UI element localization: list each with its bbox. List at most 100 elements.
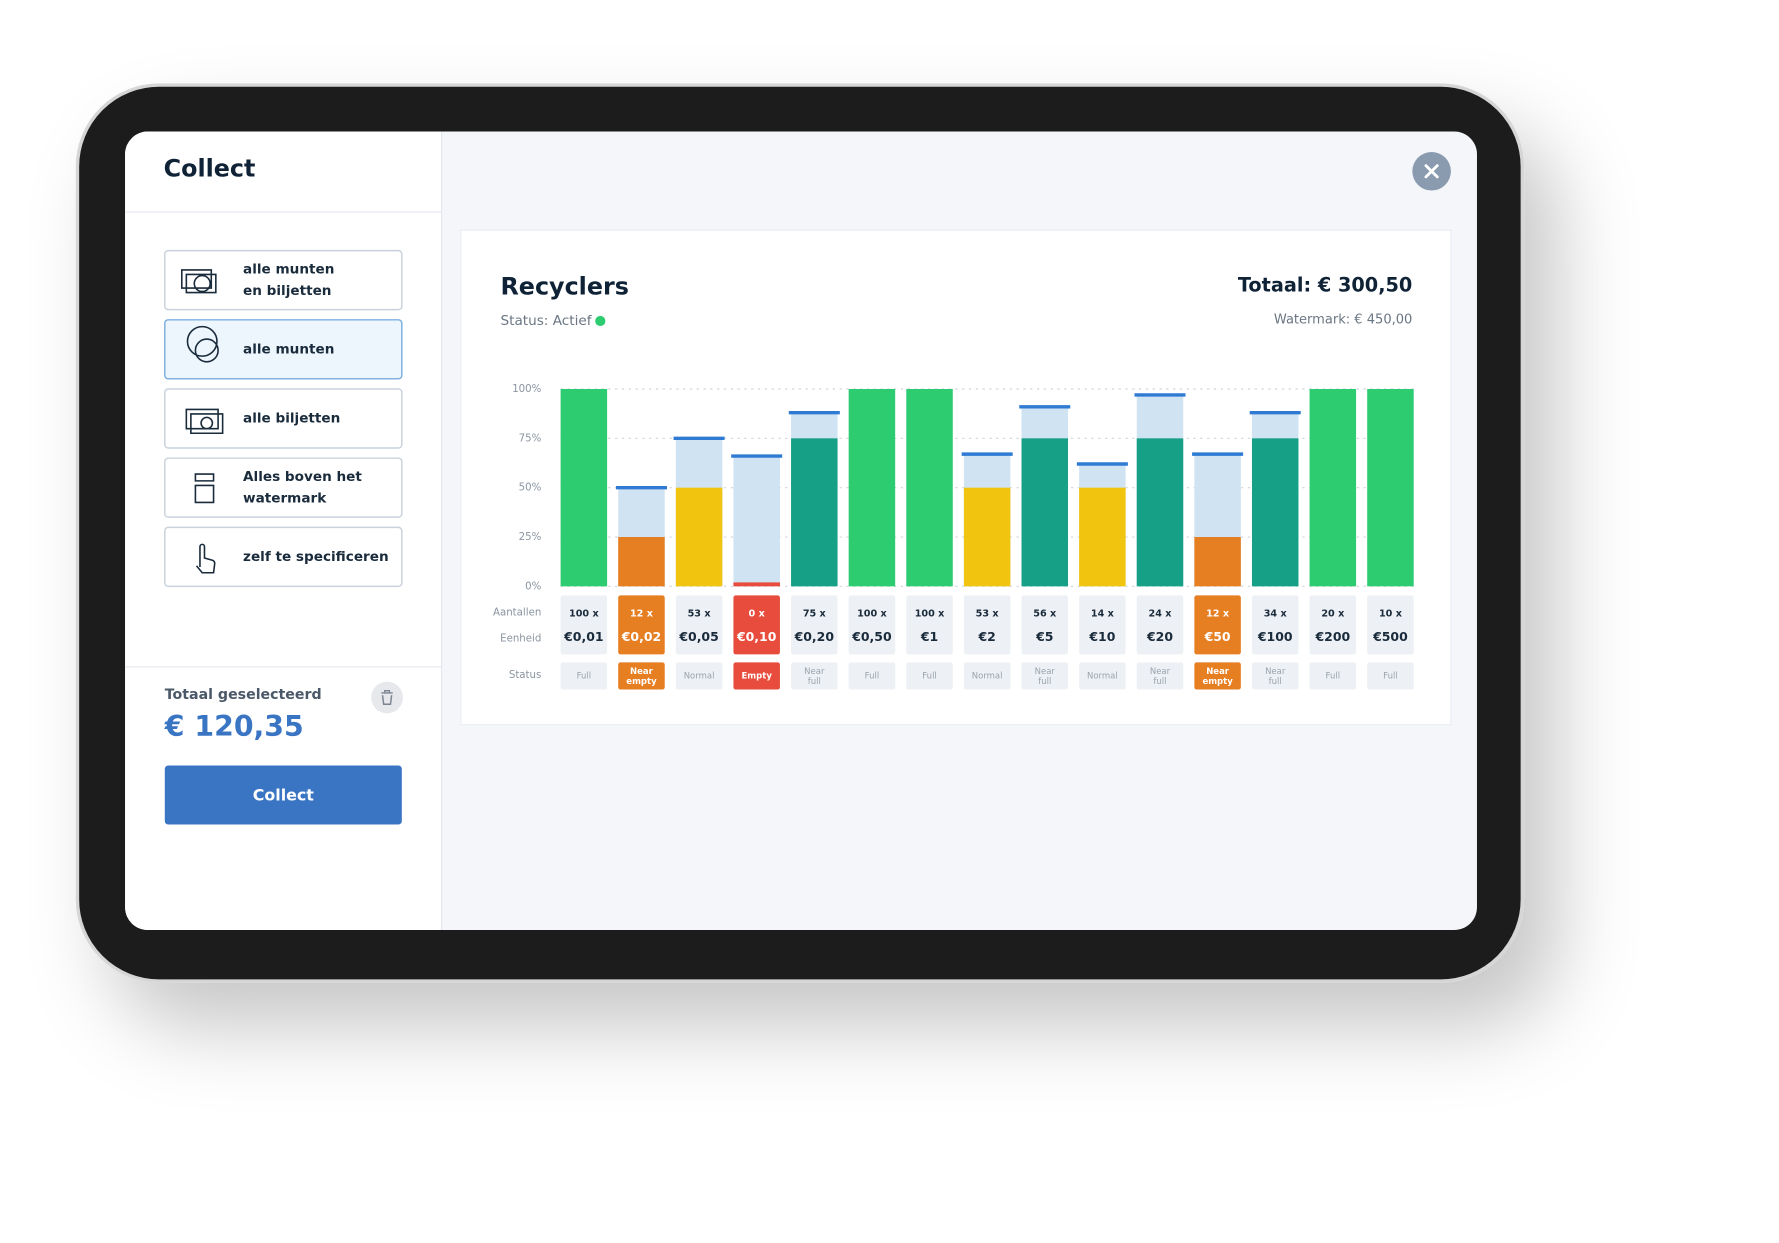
option-button[interactable]: [164, 388, 403, 449]
status-label: Near full: [804, 666, 825, 686]
count-cell: [733, 595, 780, 655]
x-tick-label: €20: [1146, 629, 1173, 644]
count-label: 53 x: [976, 609, 1000, 620]
chart-title: Recyclers: [500, 273, 628, 301]
y-tick-label: 100%: [512, 384, 541, 395]
close-icon: [1424, 164, 1439, 179]
x-tick-label: €0,50: [851, 629, 892, 644]
count-cell: [1136, 595, 1184, 655]
trash-button[interactable]: [371, 681, 403, 714]
status-label: Normal: [1087, 671, 1118, 681]
count-label: 100 x: [857, 609, 887, 620]
x-tick-label: €200: [1314, 629, 1350, 644]
row-label: Aantallen: [493, 607, 541, 618]
collect-button-label: Collect: [253, 786, 315, 805]
option-label: alle munten: [243, 261, 334, 277]
option-button[interactable]: [164, 526, 403, 588]
x-tick-label: €0,05: [678, 629, 718, 644]
count-cell: [560, 595, 608, 655]
status-cell: [1136, 662, 1184, 690]
row-label: Status: [509, 670, 541, 681]
x-tick-label: €100: [1257, 629, 1293, 644]
x-tick-label: €2: [977, 629, 995, 644]
count-label: 100 x: [569, 609, 599, 620]
watermark-area: [733, 456, 780, 587]
bar: [1309, 389, 1357, 587]
bar: [791, 438, 838, 587]
count-cell: [1251, 595, 1299, 655]
status-label-line: empty: [626, 677, 657, 687]
count-label: 20 x: [1321, 609, 1345, 620]
bar: [733, 582, 780, 587]
bar: [848, 389, 896, 587]
count-cell: [1309, 595, 1357, 655]
status-label: Normal: [684, 671, 715, 681]
status-label: Full: [922, 671, 937, 681]
option-icon: [186, 325, 219, 363]
status-cell: [906, 662, 953, 690]
watermark-total: Watermark: € 450,00: [1274, 312, 1412, 327]
status-text: Status: Actief: [500, 313, 592, 329]
option-button[interactable]: [164, 249, 403, 311]
status-label-line: full: [1153, 677, 1166, 687]
count-label: 53 x: [688, 609, 712, 620]
x-tick-label: €1: [920, 629, 938, 644]
status-label: Full: [1383, 671, 1398, 681]
bar: [1194, 537, 1241, 587]
count-label: 100 x: [915, 609, 945, 620]
option-button[interactable]: [164, 457, 403, 518]
status-label-line: full: [808, 677, 821, 687]
x-tick-label: €50: [1204, 629, 1231, 644]
status-label: Near full: [1265, 666, 1286, 686]
bar: [1136, 438, 1184, 587]
collect-button[interactable]: [164, 765, 402, 825]
option-label: watermark: [243, 490, 327, 506]
bar: [963, 487, 1011, 587]
row-label: Eenheid: [500, 634, 541, 645]
x-tick-label: €500: [1372, 629, 1408, 644]
bar: [906, 389, 953, 587]
x-tick-label: €5: [1035, 629, 1053, 644]
status-label: Full: [1326, 671, 1341, 681]
status-label-line: Near: [1206, 666, 1230, 676]
option-label: alle munten: [243, 341, 334, 357]
option-icon: [194, 473, 215, 504]
status-cell: [1079, 662, 1126, 690]
count-cell: [618, 595, 665, 655]
option-label: zelf te specificeren: [243, 549, 389, 565]
status-label-line: Near: [1150, 666, 1171, 676]
x-tick-label: €0,02: [621, 629, 661, 644]
count-cell: [906, 595, 953, 655]
status-cell: [1367, 662, 1414, 690]
bar: [1021, 438, 1069, 587]
status-label-line: Near: [804, 666, 825, 676]
option-icon: [195, 543, 216, 574]
status-label: Empty: [742, 671, 773, 681]
status-cell: [618, 662, 665, 690]
x-tick-label: €10: [1088, 629, 1115, 644]
total: Totaal: € 300,50: [1238, 273, 1413, 296]
y-tick-label: 25%: [519, 532, 542, 543]
bar: [560, 389, 608, 587]
option-icon: [181, 269, 217, 294]
status-label: Normal: [972, 671, 1003, 681]
status-cell: [733, 662, 780, 690]
sidebar-title: Collect: [164, 155, 256, 183]
status-label-line: Near: [630, 666, 654, 676]
count-cell: [1021, 595, 1069, 655]
bar: [675, 487, 723, 587]
status-dot: [595, 315, 606, 327]
y-tick-label: 50%: [519, 483, 542, 494]
count-label: 12 x: [1206, 609, 1230, 620]
x-tick-label: €0,10: [736, 629, 777, 644]
option-button[interactable]: [164, 319, 403, 380]
chart-card: [460, 229, 1452, 726]
total-label: Totaal geselecteerd: [165, 687, 322, 703]
count-label: 24 x: [1149, 609, 1173, 620]
status-cell: [1021, 662, 1069, 690]
count-label: 34 x: [1264, 609, 1288, 620]
bar: [1079, 487, 1126, 587]
option-label: Alles boven het: [243, 469, 362, 485]
status-label: Full: [577, 671, 592, 681]
